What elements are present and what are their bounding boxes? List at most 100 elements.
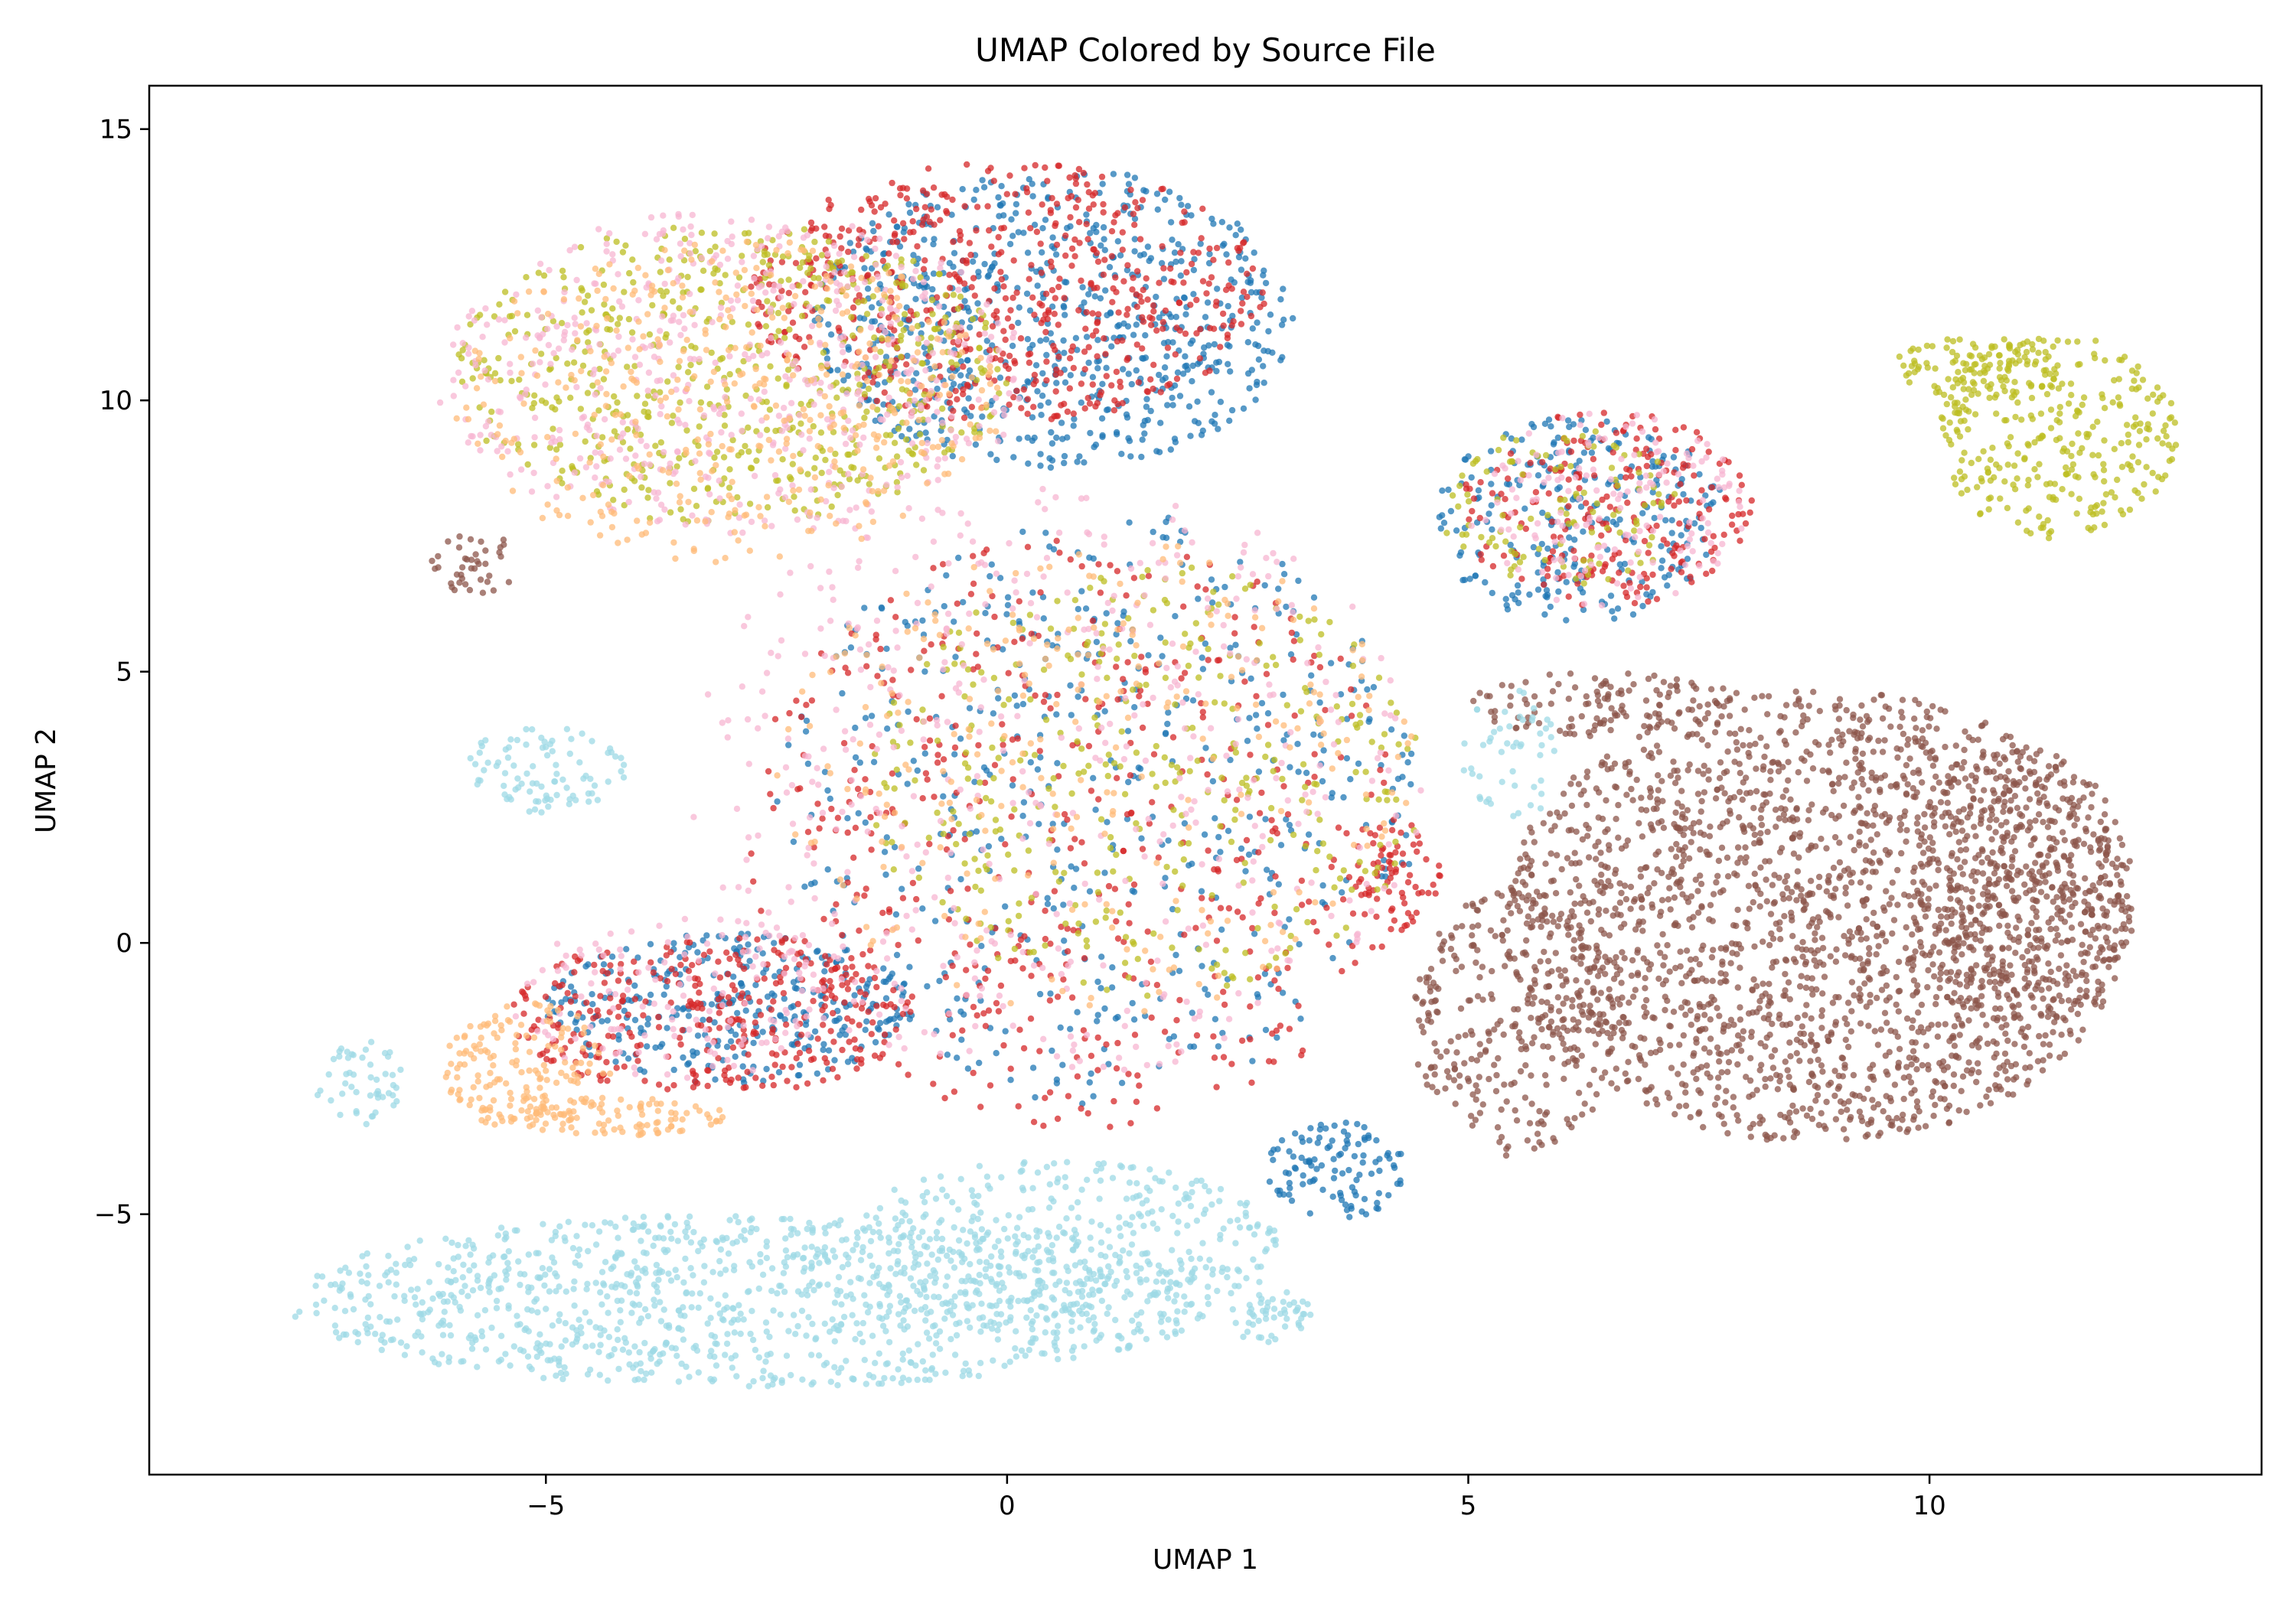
scatter-point <box>1080 768 1088 775</box>
scatter-point <box>995 233 1002 241</box>
scatter-point <box>1086 888 1094 895</box>
scatter-point <box>1283 816 1290 823</box>
scatter-point <box>1436 862 1443 869</box>
scatter-point <box>1212 1015 1219 1023</box>
scatter-point <box>1146 314 1153 321</box>
scatter-point <box>1130 1016 1138 1023</box>
scatter-point <box>703 383 711 390</box>
scatter-point <box>1024 396 1032 403</box>
scatter-point <box>1223 982 1231 989</box>
scatter-point <box>1032 1094 1039 1101</box>
scatter-point <box>881 1031 889 1038</box>
scatter-point <box>826 298 833 305</box>
scatter-point <box>844 1058 852 1065</box>
scatter-point <box>670 1082 677 1089</box>
scatter-point <box>1614 482 1621 489</box>
scatter-point <box>693 1080 701 1087</box>
scatter-point <box>983 794 990 802</box>
scatter-point <box>1368 1170 1375 1178</box>
scatter-point <box>1049 194 1055 202</box>
scatter-point <box>929 285 936 293</box>
scatter-point <box>1469 507 1476 515</box>
scatter-point <box>863 408 870 416</box>
scatter-point <box>591 961 598 969</box>
scatter-point <box>567 998 575 1006</box>
scatter-point <box>920 467 928 474</box>
scatter-point <box>1068 193 1075 200</box>
scatter-point <box>779 456 786 463</box>
scatter-point <box>1271 977 1278 984</box>
scatter-point <box>1542 451 1550 459</box>
scatter-point <box>1002 362 1009 370</box>
scatter-point <box>1343 1207 1351 1214</box>
scatter-point <box>1097 295 1104 302</box>
scatter-point <box>863 1018 870 1025</box>
scatter-point <box>1036 990 1044 998</box>
scatter-point <box>940 756 947 763</box>
scatter-point <box>1678 532 1684 539</box>
scatter-point <box>711 230 718 237</box>
scatter-point <box>1024 378 1031 385</box>
scatter-point <box>971 856 978 862</box>
scatter-point <box>1084 1110 1091 1117</box>
scatter-point <box>971 292 979 299</box>
scatter-point <box>1176 299 1182 306</box>
scatter-point <box>649 302 656 309</box>
scatter-point <box>1032 362 1040 369</box>
scatter-point <box>694 949 701 956</box>
scatter-point <box>685 1060 693 1067</box>
scatter-point <box>757 1012 765 1019</box>
scatter-point <box>964 409 970 416</box>
scatter-point <box>634 954 641 961</box>
scatter-point <box>862 776 869 783</box>
scatter-point <box>928 296 936 304</box>
scatter-point <box>1261 380 1267 386</box>
scatter-point <box>1570 547 1577 554</box>
scatter-point <box>941 603 948 610</box>
scatter-point <box>865 1009 872 1015</box>
scatter-point <box>1286 1025 1293 1032</box>
scatter-point <box>590 1015 597 1022</box>
scatter-point <box>1040 698 1048 706</box>
scatter-point <box>1362 911 1368 918</box>
scatter-point <box>1119 229 1127 236</box>
scatter-point <box>801 344 808 350</box>
scatter-point <box>1025 209 1032 216</box>
scatter-point <box>1329 1137 1336 1144</box>
scatter-point <box>1130 210 1137 217</box>
scatter-point <box>1257 895 1264 902</box>
scatter-point <box>1624 499 1631 507</box>
scatter-point <box>750 878 757 885</box>
scatter-point <box>906 425 913 432</box>
scatter-point <box>844 1015 851 1022</box>
scatter-point <box>1085 291 1092 298</box>
scatter-point <box>840 740 848 747</box>
scatter-point <box>767 363 774 370</box>
scatter-point <box>708 1001 716 1008</box>
scatter-point <box>1603 418 1610 425</box>
scatter-point <box>1130 975 1137 982</box>
scatter-point <box>1388 699 1394 706</box>
scatter-point <box>1238 779 1246 787</box>
scatter-point <box>1544 592 1551 598</box>
scatter-point <box>876 1054 884 1061</box>
scatter-point <box>1376 1156 1383 1162</box>
scatter-point <box>1989 445 1996 451</box>
scatter-point <box>1461 576 1469 583</box>
scatter-point <box>1031 311 1038 318</box>
scatter-point <box>821 223 828 230</box>
scatter-point <box>851 1036 858 1043</box>
scatter-point <box>944 436 951 444</box>
scatter-point <box>885 250 892 257</box>
scatter-point <box>1270 768 1277 774</box>
scatter-point <box>939 898 946 906</box>
scatter-point <box>834 367 841 373</box>
scatter-point <box>1425 889 1432 897</box>
scatter-point <box>1130 881 1138 888</box>
scatter-point <box>1440 520 1448 526</box>
scatter-point <box>892 1026 899 1033</box>
scatter-point <box>1214 285 1221 292</box>
scatter-point <box>885 211 892 218</box>
scatter-point <box>1225 360 1231 367</box>
scatter-point <box>619 249 627 256</box>
